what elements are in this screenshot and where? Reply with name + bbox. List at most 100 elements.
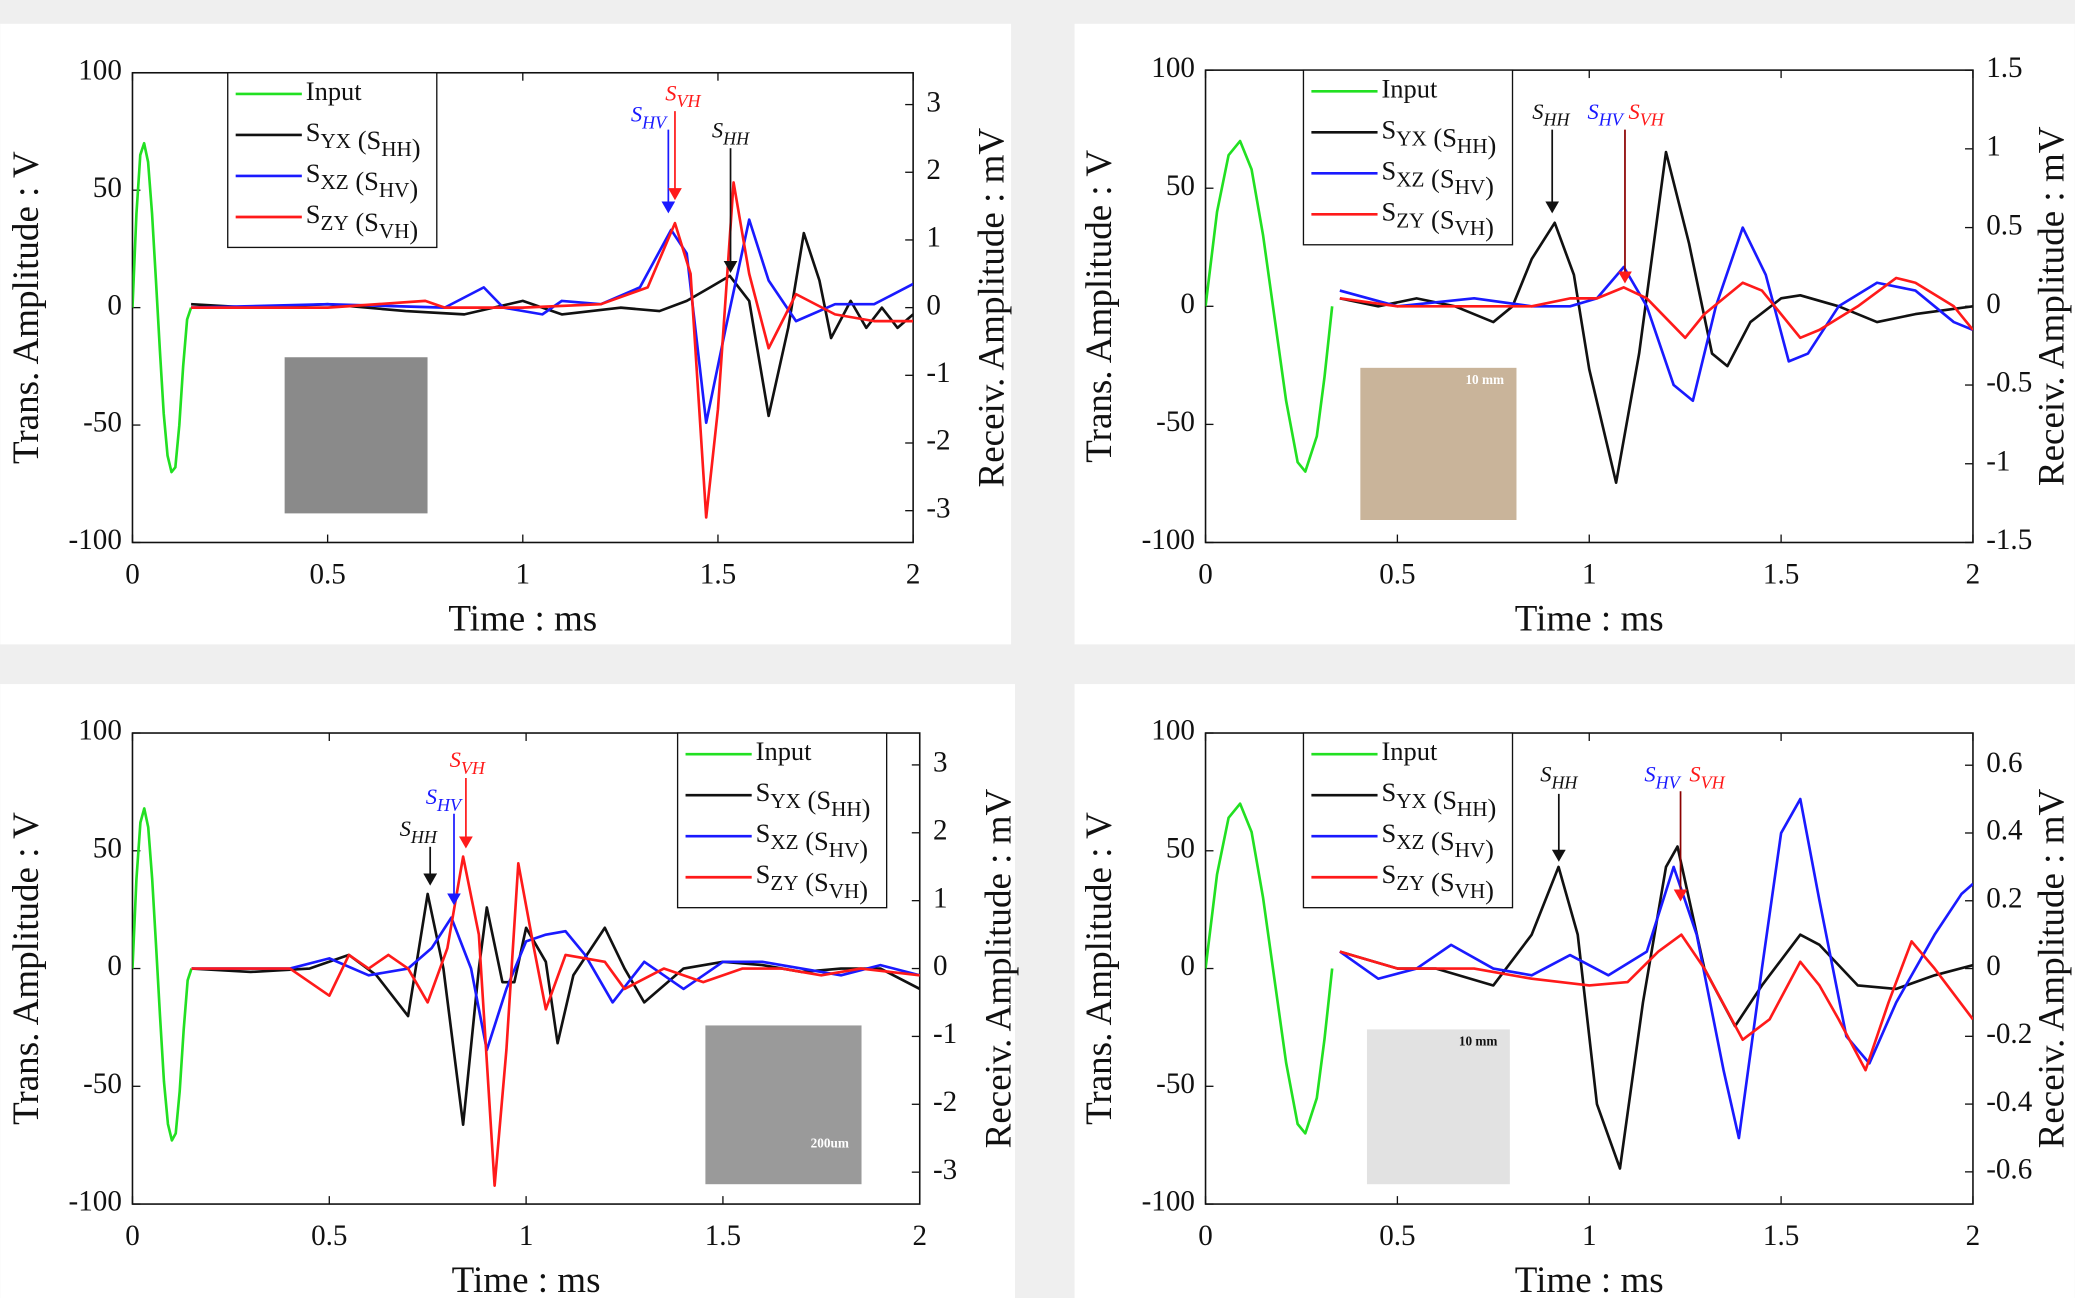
y2-tick-label: 1 <box>933 882 948 914</box>
legend-label: Input <box>1382 73 1438 103</box>
legend-label: SZY (SVH) <box>1382 196 1494 242</box>
y2-tick-label: 2 <box>933 814 948 846</box>
y2-tick-label: -3 <box>926 492 950 524</box>
y-axis-label: Trans. Amplitude : V <box>1079 812 1120 1125</box>
y2-tick-label: -1 <box>933 1018 957 1050</box>
annotation: SHH <box>400 816 438 847</box>
y-tick-label: 0 <box>107 289 122 321</box>
y2-tick-label: -2 <box>926 425 950 457</box>
x-tick-label: 2 <box>906 559 921 591</box>
x-tick-label: 1 <box>519 1220 534 1252</box>
y-tick-label: 0 <box>1180 950 1195 982</box>
legend-label: SYX (SHH) <box>306 117 421 163</box>
x-tick-label: 0.5 <box>311 1220 347 1252</box>
inset-image <box>705 1025 862 1185</box>
x-tick-label: 1.5 <box>705 1220 741 1252</box>
x-axis-label: Time : ms <box>452 1260 601 1298</box>
y2-tick-label: -0.6 <box>1986 1154 2032 1186</box>
annotation: SHH <box>712 117 750 148</box>
y2-tick-label: -1 <box>926 357 950 389</box>
y2-tick-label: -1.5 <box>1986 524 2032 556</box>
annotation: SHH <box>1532 99 1570 130</box>
y2-tick-label: 0 <box>926 289 941 321</box>
series-line <box>1205 802 1334 1135</box>
y-tick-label: -100 <box>69 1186 122 1218</box>
series-line <box>191 181 914 519</box>
y2-tick-label: 0 <box>1986 288 2001 320</box>
series-line <box>191 916 920 1052</box>
y2-tick-label: 2 <box>926 154 941 186</box>
panel <box>1074 684 2075 1298</box>
x-axis-label: Time : ms <box>448 598 597 639</box>
x-tick-label: 0.5 <box>1379 559 1415 591</box>
series-line <box>1339 797 1973 1140</box>
series-line <box>132 807 193 1142</box>
series-line <box>191 892 920 1126</box>
series-line <box>1339 150 1973 485</box>
x-tick-label: 2 <box>912 1220 927 1252</box>
y-axis-label: Trans. Amplitude : V <box>1079 150 1120 463</box>
x-tick-label: 0.5 <box>309 559 345 591</box>
inset-image <box>284 357 428 514</box>
y2-axis-label: Receiv. Amplitude : mV <box>972 128 1013 488</box>
series-line <box>1339 276 1973 340</box>
legend-label: SYX (SHH) <box>1382 114 1497 160</box>
y-tick-label: -100 <box>69 524 122 556</box>
y2-tick-label: 0 <box>933 950 948 982</box>
y-axis-label: Trans. Amplitude : V <box>6 812 47 1125</box>
legend-label: SZY (SVH) <box>756 859 868 905</box>
inset-image <box>1366 1029 1510 1185</box>
inset-label: 10 mm <box>1459 1034 1498 1049</box>
series-line <box>191 231 914 418</box>
y2-axis-label: Receiv. Amplitude : mV <box>2031 788 2072 1148</box>
legend-label: SZY (SVH) <box>1382 859 1494 905</box>
inset-label: 10 mm <box>1465 372 1504 387</box>
y-tick-label: -100 <box>1142 1186 1195 1218</box>
annotation: SHV <box>1588 99 1625 130</box>
x-tick-label: 1 <box>1582 559 1597 591</box>
panel <box>1074 23 2075 645</box>
annotation: SVH <box>450 747 486 778</box>
y2-tick-label: -0.5 <box>1986 367 2032 399</box>
inset-label: 200um <box>811 1136 849 1151</box>
y2-tick-label: 1 <box>926 222 941 254</box>
y-tick-label: 100 <box>78 715 122 747</box>
x-tick-label: 0.5 <box>1379 1220 1415 1252</box>
y2-axis-label: Receiv. Amplitude : mV <box>2031 126 2072 486</box>
y2-tick-label: 3 <box>926 86 941 118</box>
y-tick-label: 50 <box>93 832 122 864</box>
legend-label: SXZ (SHV) <box>756 818 868 864</box>
x-tick-label: 0 <box>125 1220 140 1252</box>
series-line <box>1339 933 1973 1072</box>
annotation: SVH <box>1689 762 1725 793</box>
y-tick-label: -100 <box>1142 524 1195 556</box>
legend-label: SXZ (SHV) <box>306 158 418 204</box>
y-tick-label: 0 <box>107 950 122 982</box>
series-line <box>1339 845 1973 1170</box>
y-tick-label: 100 <box>1151 715 1195 747</box>
x-tick-label: 1.5 <box>1763 559 1799 591</box>
annotation: SVH <box>665 80 701 111</box>
x-tick-label: 1 <box>516 559 531 591</box>
y-tick-label: -50 <box>83 1068 122 1100</box>
legend-label: SYX (SHH) <box>756 777 871 823</box>
y2-tick-label: 0.6 <box>1986 747 2022 779</box>
y2-tick-label: 1 <box>1986 131 2001 163</box>
annotation: SHH <box>1540 762 1578 793</box>
annotation: SVH <box>1629 99 1665 130</box>
y2-tick-label: -0.4 <box>1986 1086 2033 1118</box>
panel <box>0 23 1012 645</box>
x-axis-label: Time : ms <box>1515 598 1664 639</box>
x-tick-label: 0 <box>125 559 140 591</box>
x-tick-label: 0 <box>1198 559 1213 591</box>
y2-tick-label: -0.2 <box>1986 1018 2032 1050</box>
x-tick-label: 2 <box>1966 1220 1981 1252</box>
series-line <box>191 855 920 1187</box>
x-tick-label: 0 <box>1198 1220 1213 1252</box>
legend-label: SXZ (SHV) <box>1382 155 1494 201</box>
series-line <box>1205 139 1334 473</box>
y-tick-label: 50 <box>1166 170 1195 202</box>
y-tick-label: -50 <box>83 407 122 439</box>
